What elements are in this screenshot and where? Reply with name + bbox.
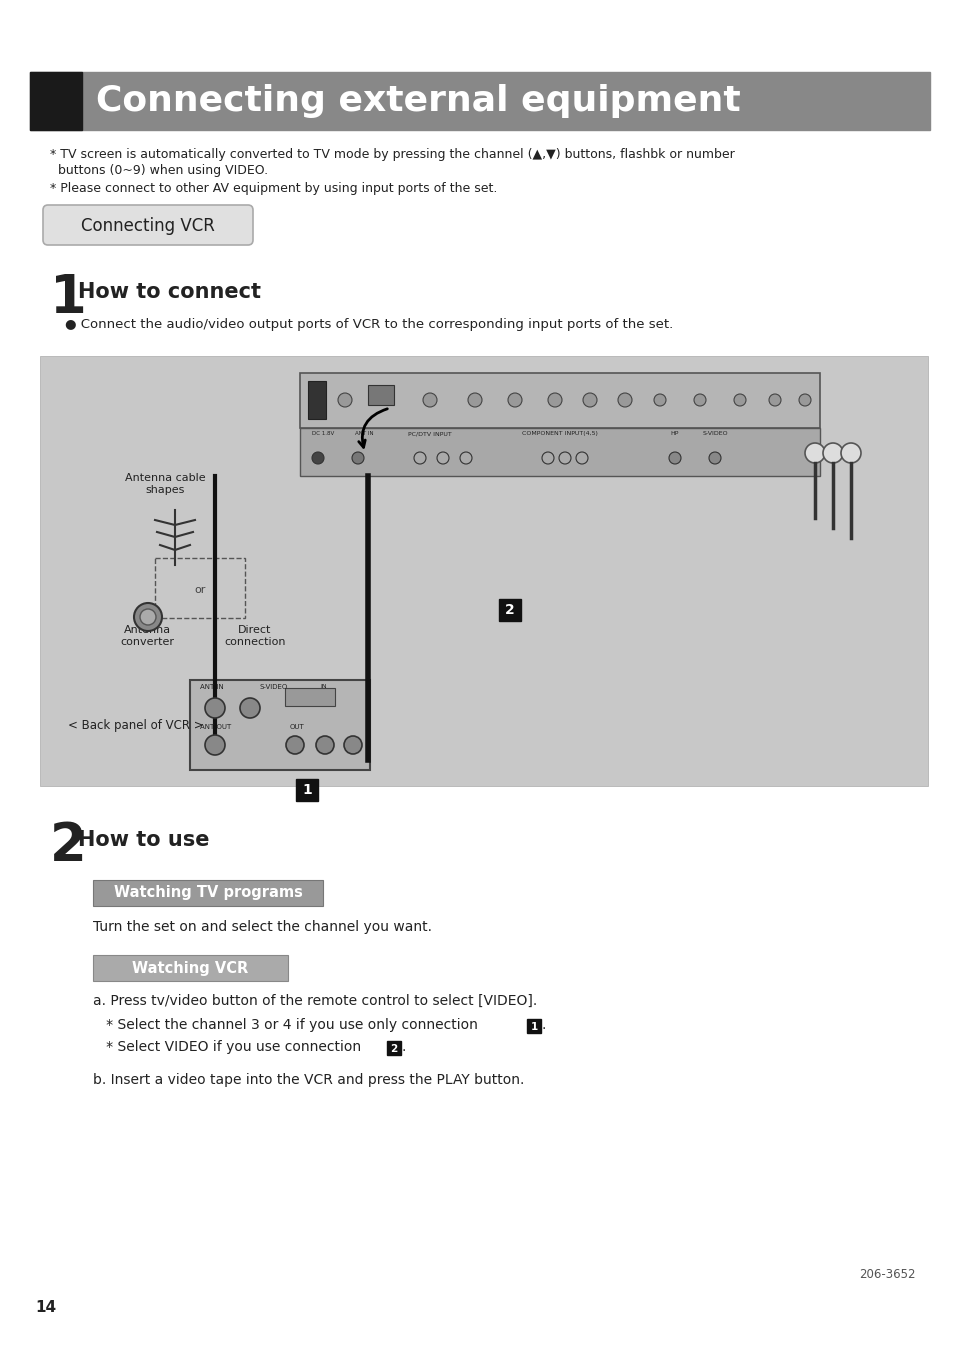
Bar (498, 598, 520, 621)
Bar (92, 880, 323, 907)
Text: How to connect: How to connect (78, 282, 261, 303)
Text: Turn the set on and select the channel you want.: Turn the set on and select the channel y… (92, 920, 432, 934)
Text: Direct
connection: Direct connection (224, 626, 286, 647)
Circle shape (618, 393, 631, 407)
Bar (299, 428, 820, 476)
FancyBboxPatch shape (43, 205, 253, 245)
Text: 1: 1 (302, 784, 312, 797)
Text: Connecting external equipment: Connecting external equipment (96, 84, 740, 118)
Text: b. Insert a video tape into the VCR and press the PLAY button.: b. Insert a video tape into the VCR and … (92, 1073, 524, 1088)
Circle shape (140, 609, 156, 626)
Text: < Back panel of VCR >: < Back panel of VCR > (68, 719, 203, 731)
Bar (295, 780, 317, 801)
Text: .: . (401, 1040, 406, 1054)
Text: * Select VIDEO if you use connection: * Select VIDEO if you use connection (92, 1040, 365, 1054)
Text: Antenna
converter: Antenna converter (120, 626, 173, 647)
Circle shape (459, 453, 472, 463)
Text: COMPONENT INPUT(4,5): COMPONENT INPUT(4,5) (521, 431, 598, 436)
Text: Watching TV programs: Watching TV programs (113, 885, 302, 901)
Bar (387, 1042, 400, 1055)
Text: ● Connect the audio/video output ports of VCR to the corresponding input ports o: ● Connect the audio/video output ports o… (65, 317, 673, 331)
Circle shape (436, 453, 449, 463)
Circle shape (547, 393, 561, 407)
Text: 14: 14 (35, 1300, 56, 1315)
Text: S-VIDEO: S-VIDEO (260, 684, 288, 690)
Text: .: . (541, 1019, 546, 1032)
Text: IN: IN (319, 684, 326, 689)
Text: 2: 2 (50, 820, 87, 871)
Circle shape (422, 393, 436, 407)
Text: Connecting VCR: Connecting VCR (81, 218, 214, 235)
Text: Antenna cable
shapes: Antenna cable shapes (125, 473, 205, 494)
Bar (299, 373, 820, 428)
Circle shape (822, 443, 842, 463)
Circle shape (654, 394, 665, 407)
Text: a. Press tv/video button of the remote control to select [VIDEO].: a. Press tv/video button of the remote c… (92, 994, 537, 1008)
Circle shape (541, 453, 554, 463)
Text: buttons (0~9) when using VIDEO.: buttons (0~9) when using VIDEO. (50, 163, 268, 177)
Text: 1: 1 (50, 272, 87, 324)
Circle shape (344, 736, 361, 754)
Text: ANT IN: ANT IN (200, 684, 224, 690)
Bar (190, 680, 370, 770)
Text: S-VIDEO: S-VIDEO (701, 431, 727, 436)
Text: * Select the channel 3 or 4 if you use only connection: * Select the channel 3 or 4 if you use o… (92, 1019, 482, 1032)
Circle shape (799, 394, 810, 407)
Circle shape (315, 736, 334, 754)
Circle shape (352, 453, 364, 463)
Circle shape (668, 453, 680, 463)
Circle shape (708, 453, 720, 463)
Circle shape (312, 453, 324, 463)
Bar (92, 955, 288, 981)
Text: 2: 2 (390, 1044, 397, 1054)
Circle shape (733, 394, 745, 407)
Circle shape (693, 394, 705, 407)
Circle shape (133, 603, 162, 631)
Circle shape (468, 393, 481, 407)
Text: 2: 2 (504, 603, 515, 617)
FancyArrowPatch shape (358, 409, 387, 447)
Circle shape (582, 393, 597, 407)
Circle shape (414, 453, 426, 463)
Text: * TV screen is automatically converted to TV mode by pressing the channel (▲,▼) : * TV screen is automatically converted t… (50, 149, 734, 161)
Bar (308, 381, 326, 419)
Text: PC/DTV INPUT: PC/DTV INPUT (408, 431, 452, 436)
Text: OUT: OUT (290, 724, 304, 730)
Circle shape (768, 394, 781, 407)
Circle shape (576, 453, 587, 463)
Circle shape (205, 698, 225, 717)
Bar (30, 72, 929, 130)
Text: * Please connect to other AV equipment by using input ports of the set.: * Please connect to other AV equipment b… (50, 182, 497, 195)
Bar (40, 357, 927, 786)
Circle shape (841, 443, 861, 463)
Bar (154, 558, 245, 617)
Circle shape (205, 735, 225, 755)
Circle shape (286, 736, 304, 754)
Text: Watching VCR: Watching VCR (132, 961, 249, 975)
Text: HP: HP (670, 431, 679, 436)
Circle shape (804, 443, 824, 463)
Circle shape (240, 698, 260, 717)
Text: DC 1.8V: DC 1.8V (312, 431, 334, 436)
Text: or: or (194, 585, 206, 594)
Circle shape (337, 393, 352, 407)
Text: How to use: How to use (78, 830, 210, 850)
Bar (30, 72, 82, 130)
Bar (526, 1019, 540, 1034)
Text: ANT OUT: ANT OUT (200, 724, 231, 730)
Text: 1: 1 (530, 1021, 537, 1032)
Bar (368, 385, 394, 405)
Circle shape (558, 453, 571, 463)
Text: ANT IN: ANT IN (355, 431, 374, 436)
Text: 206-3652: 206-3652 (859, 1269, 915, 1281)
Circle shape (507, 393, 521, 407)
Bar (285, 688, 335, 707)
